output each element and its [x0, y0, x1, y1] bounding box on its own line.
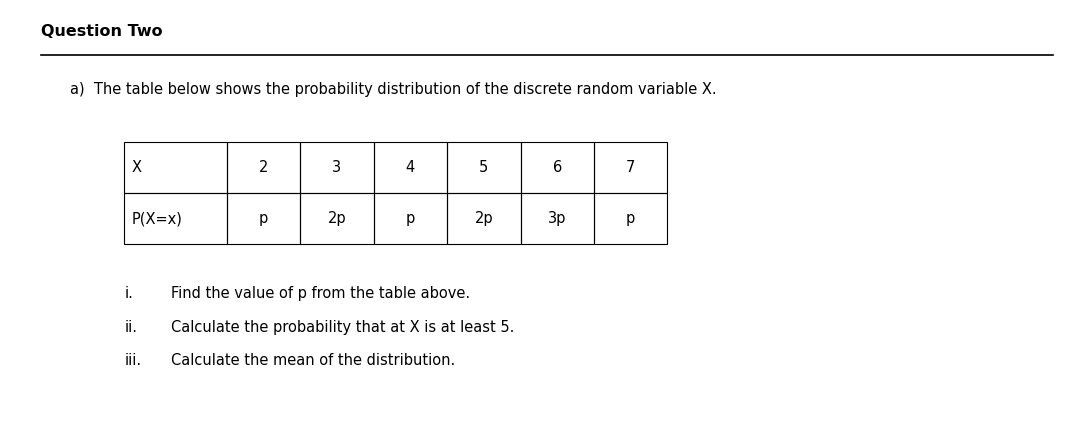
Text: X: X	[132, 160, 141, 175]
Text: p: p	[626, 211, 635, 226]
Text: ii.: ii.	[124, 320, 137, 335]
Text: 6: 6	[553, 160, 562, 175]
Bar	[374, 142, 447, 193]
Bar	[300, 142, 374, 193]
Bar	[124, 193, 227, 244]
Text: 5: 5	[480, 160, 488, 175]
Text: 3p: 3p	[548, 211, 567, 226]
Text: Find the value of p from the table above.: Find the value of p from the table above…	[171, 286, 470, 301]
Bar	[447, 193, 521, 244]
Text: 7: 7	[626, 160, 635, 175]
Text: Question Two: Question Two	[41, 24, 163, 40]
Text: a)  The table below shows the probability distribution of the discrete random va: a) The table below shows the probability…	[70, 82, 717, 97]
Bar	[374, 193, 447, 244]
Text: p: p	[406, 211, 415, 226]
Bar	[594, 142, 667, 193]
Text: P(X=x): P(X=x)	[132, 211, 183, 226]
Bar	[227, 142, 300, 193]
Text: p: p	[259, 211, 268, 226]
Bar	[300, 193, 374, 244]
Text: Calculate the probability that at X is at least 5.: Calculate the probability that at X is a…	[171, 320, 514, 335]
Text: 4: 4	[406, 160, 415, 175]
Text: Calculate the mean of the distribution.: Calculate the mean of the distribution.	[171, 353, 455, 368]
Bar	[447, 142, 521, 193]
Text: 3: 3	[333, 160, 341, 175]
Bar	[227, 193, 300, 244]
Text: 2: 2	[259, 160, 268, 175]
Text: 2p: 2p	[327, 211, 347, 226]
Bar	[594, 193, 667, 244]
Bar	[521, 193, 594, 244]
Text: iii.: iii.	[124, 353, 141, 368]
Bar	[521, 142, 594, 193]
Text: i.: i.	[124, 286, 133, 301]
Text: 2p: 2p	[474, 211, 494, 226]
Bar	[124, 142, 227, 193]
